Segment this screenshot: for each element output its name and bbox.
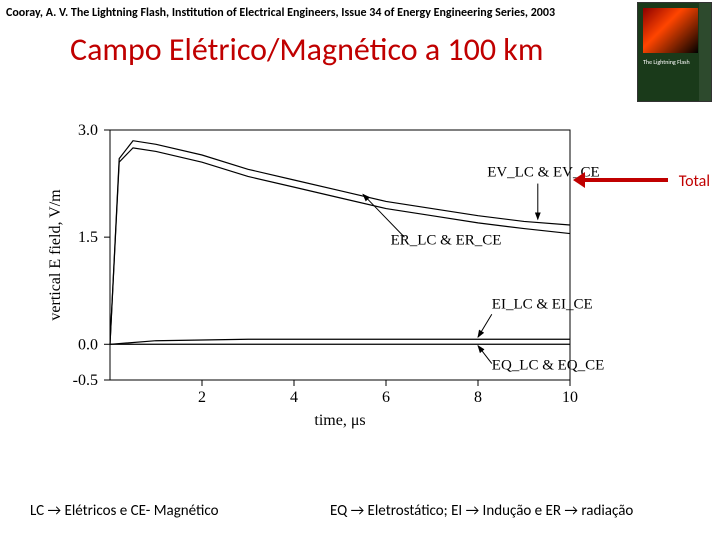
- svg-text:EI_LC & EI_CE: EI_LC & EI_CE: [492, 297, 593, 313]
- svg-text:0.0: 0.0: [78, 336, 98, 353]
- citation: Cooray, A. V. The Lightning Flash, Insti…: [6, 6, 555, 20]
- svg-text:2: 2: [198, 389, 206, 406]
- total-arrow: [583, 178, 668, 182]
- chart-svg: -0.5 0.0 1.5 3.0 2 4 6 8 10 vertical E field, V/m…: [30, 100, 690, 450]
- svg-text:vertical E field, V/m: vertical E field, V/m: [47, 189, 64, 321]
- svg-text:-0.5: -0.5: [73, 372, 98, 389]
- page-title: Campo Elétrico/Magnético a 100 km: [70, 30, 543, 69]
- book-spine: [699, 3, 711, 101]
- book-cover: The Lightning Flash: [637, 2, 712, 102]
- footer-right: EQ → Eletrostático; EI → Indução e ER → …: [330, 502, 633, 520]
- total-label: Total: [679, 172, 710, 191]
- svg-text:4: 4: [290, 389, 298, 406]
- svg-text:1.5: 1.5: [78, 229, 98, 246]
- svg-text:time, μs: time, μs: [314, 412, 365, 429]
- efield-chart: -0.5 0.0 1.5 3.0 2 4 6 8 10 vertical E field, V/m…: [30, 100, 690, 450]
- svg-text:EQ_LC & EQ_CE: EQ_LC & EQ_CE: [492, 357, 605, 373]
- svg-text:8: 8: [474, 389, 482, 406]
- book-cover-image: [643, 8, 698, 53]
- svg-text:6: 6: [382, 389, 390, 406]
- svg-text:3.0: 3.0: [78, 122, 98, 139]
- book-title: The Lightning Flash: [643, 58, 690, 66]
- svg-text:10: 10: [562, 389, 578, 406]
- footer-left: LC → Elétricos e CE- Magnético: [30, 502, 219, 520]
- svg-text:ER_LC & ER_CE: ER_LC & ER_CE: [391, 232, 502, 248]
